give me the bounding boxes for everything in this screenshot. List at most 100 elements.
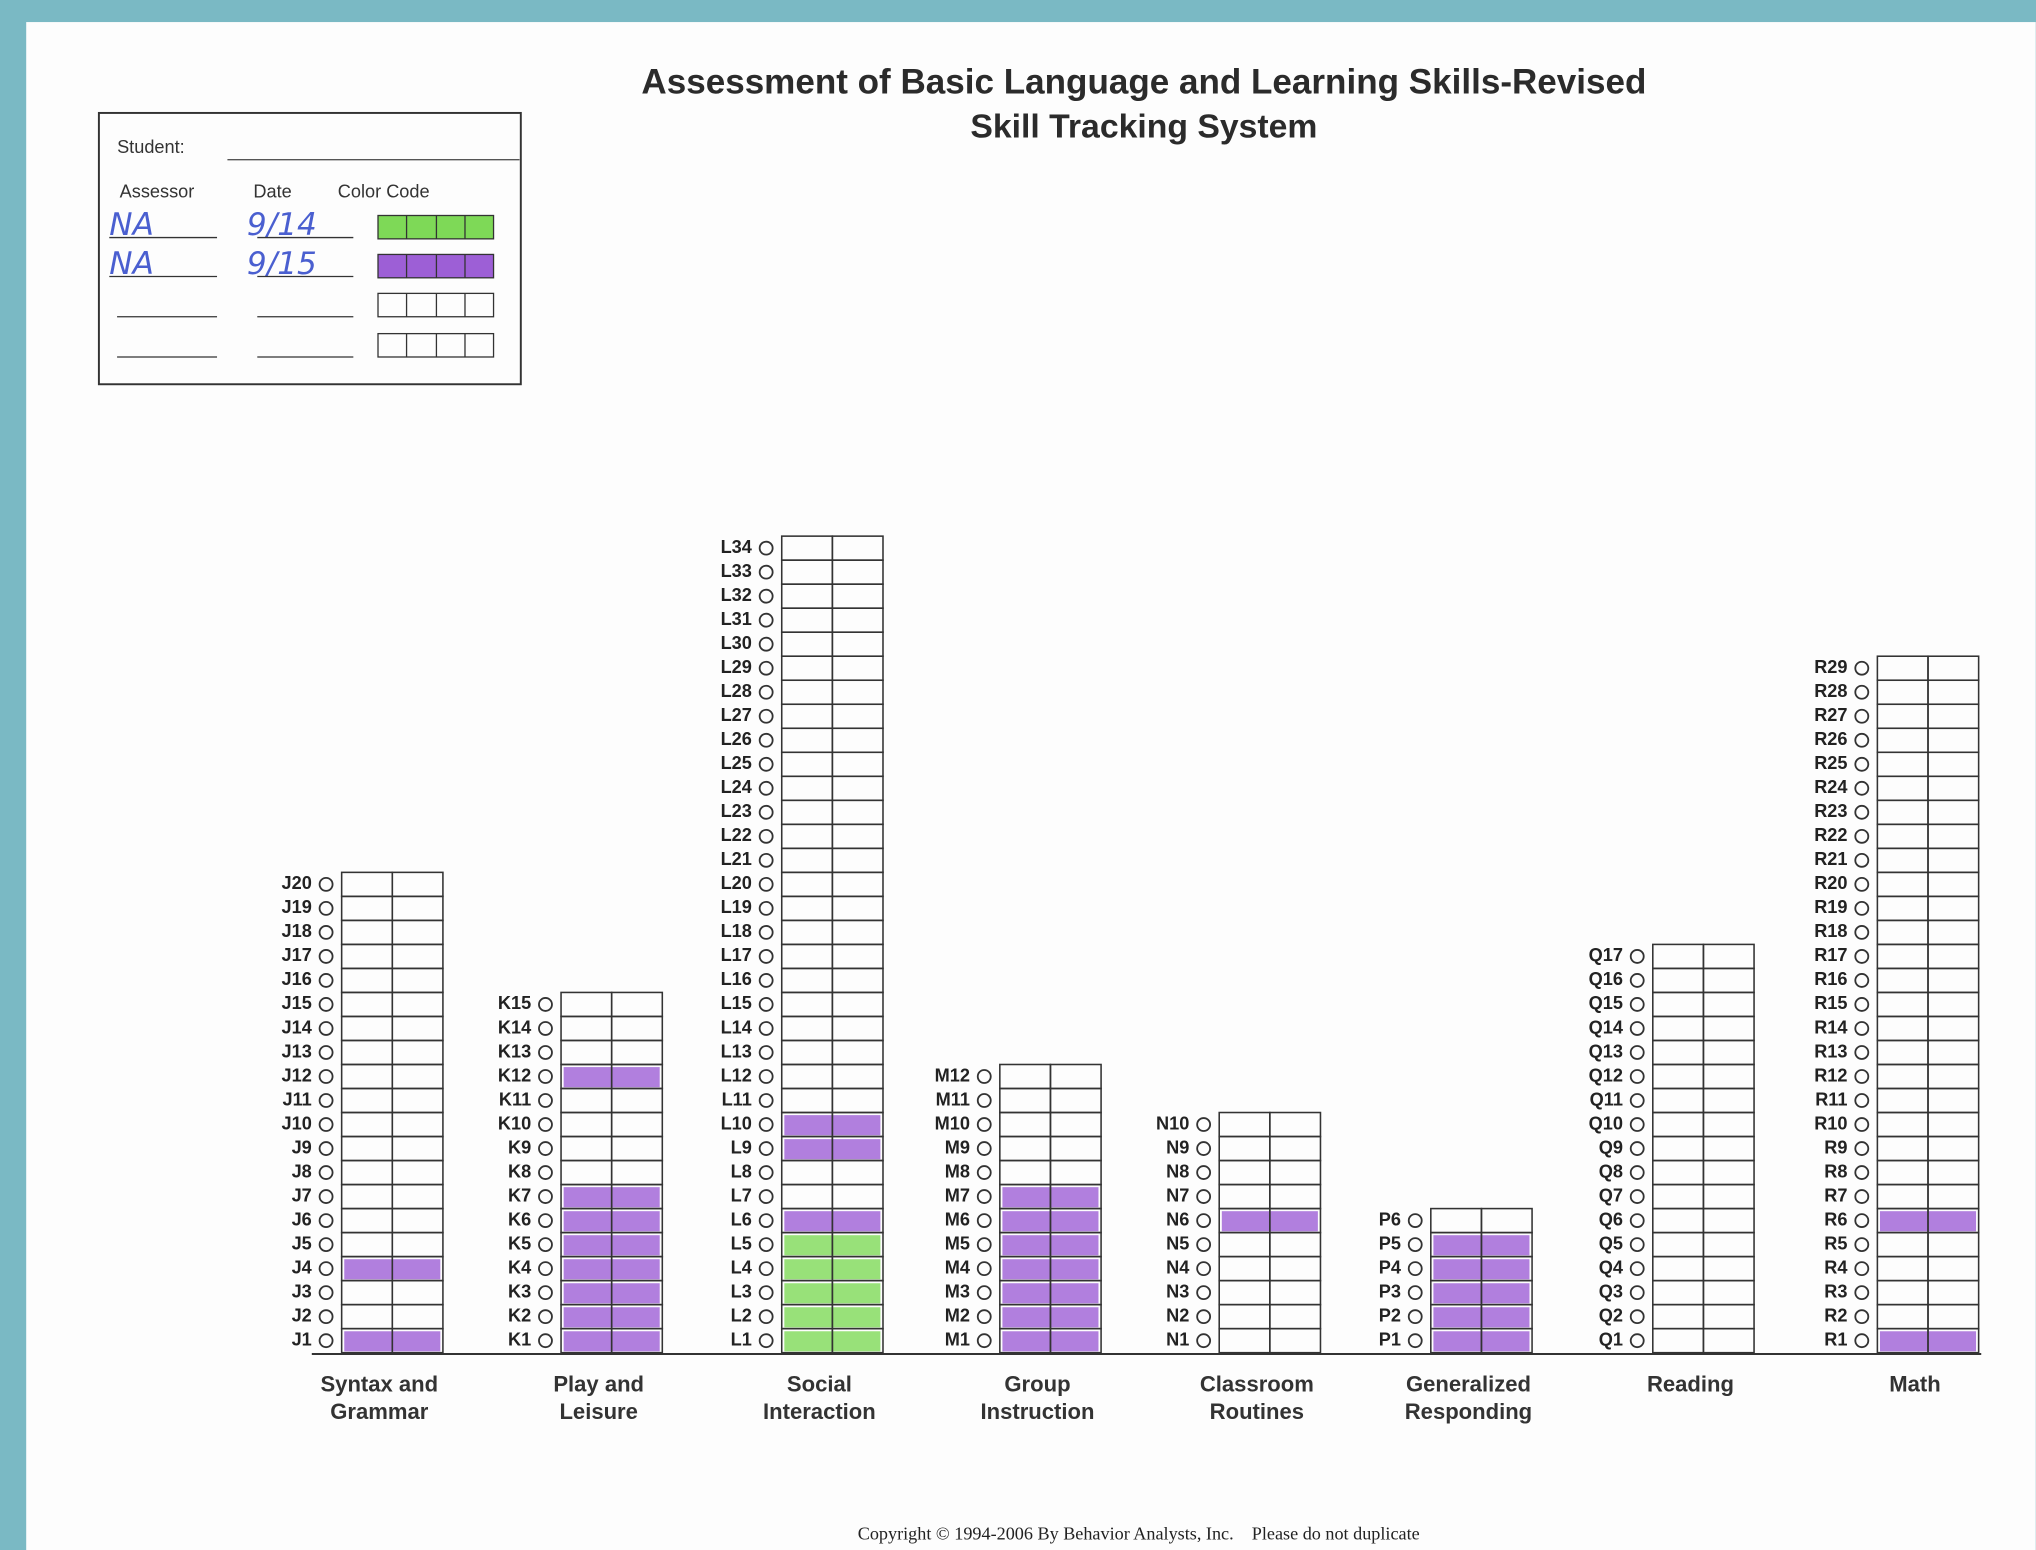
skill-circle [976,1117,992,1132]
skill-circle [1854,925,1870,940]
skill-circle [318,876,334,892]
skill-circle [758,876,774,892]
skill-label: J20 [282,873,312,893]
skill-circle [758,900,774,916]
skill-circle [1629,949,1645,964]
skill-circle [758,1213,774,1228]
skill-label: R19 [1814,897,1847,917]
skill-circle [758,1189,774,1204]
skill-label: M11 [936,1089,970,1109]
skill-label: R5 [1824,1233,1847,1253]
skill-circle [1854,1261,1870,1277]
skill-circle [538,1285,553,1301]
skill-label: R17 [1814,945,1847,965]
skill-label: Q17 [1589,945,1623,965]
skill-label: J19 [282,897,312,917]
skill-circle [1629,1309,1645,1325]
skill-label: L27 [721,705,752,725]
skill-circle [758,1069,774,1084]
skill-label: Q14 [1589,1017,1623,1037]
skill-circle [1854,1165,1870,1180]
column-title: Interaction [763,1399,876,1424]
skill-circle [976,1141,992,1156]
skill-label: R29 [1814,657,1847,677]
skill-label: K6 [508,1209,531,1229]
skill-label: J13 [282,1041,312,1061]
skill-circle [318,1189,334,1204]
skill-label: L19 [721,897,752,917]
skill-label: M1 [945,1329,970,1349]
skill-circle [1854,684,1870,700]
skill-cell [610,991,664,1018]
skill-circle [318,1165,334,1180]
skill-label: M5 [945,1233,970,1253]
skill-circle [318,949,334,964]
skill-label: N10 [1156,1113,1189,1133]
skill-circle [1854,1189,1870,1204]
skill-label: L25 [721,753,752,773]
skill-circle [1854,876,1870,892]
skill-circle [758,1021,774,1036]
skill-label: K3 [508,1281,531,1301]
column-title: Play and [553,1372,644,1397]
skill-label: R2 [1824,1305,1847,1325]
skill-circle [758,612,774,628]
skill-label: R11 [1815,1089,1847,1109]
skill-circle [758,852,774,868]
skill-label: R12 [1814,1065,1847,1085]
skill-circle [758,997,774,1012]
skill-circle [1196,1333,1212,1349]
skill-circle [758,1045,774,1060]
skill-label: L30 [721,633,752,653]
skill-cell [1480,1207,1533,1234]
skill-label: P1 [1379,1329,1401,1349]
legend-header: Date [253,181,291,201]
skill-label: R15 [1814,993,1847,1013]
skill-label: J18 [282,921,312,941]
skill-label: K2 [508,1305,531,1325]
skill-label: R22 [1814,825,1847,845]
skill-circle [1854,1309,1870,1325]
skill-circle [538,1093,553,1108]
skill-circle [1196,1237,1212,1253]
skill-label: K9 [508,1137,531,1157]
skill-circle [1854,1141,1870,1156]
skill-circle [538,1069,553,1084]
skill-circle [1196,1213,1212,1228]
skill-label: M2 [945,1305,970,1325]
skill-label: L16 [721,969,752,989]
skill-circle [1854,997,1870,1012]
skill-label: Q12 [1589,1065,1623,1085]
skill-circle [1629,1285,1645,1301]
legend-header: Color Code [338,181,430,201]
skill-label: P5 [1379,1233,1401,1253]
skill-circle [758,1165,774,1180]
skill-label: J6 [292,1209,312,1229]
skill-cell [1702,943,1755,970]
skill-circle [318,1045,334,1060]
skill-label: Q5 [1599,1233,1623,1253]
skill-circle [1196,1141,1212,1156]
skill-circle [976,1309,992,1325]
skill-label: N6 [1166,1209,1189,1229]
skill-circle [538,1213,553,1228]
skill-cell [1049,1063,1102,1090]
skill-circle [1407,1285,1423,1301]
skill-cell [831,535,884,561]
student-label: Student: [117,137,185,157]
skill-label: R26 [1814,729,1847,749]
skill-circle [1629,1141,1645,1156]
skill-circle [1629,1093,1645,1108]
skill-circle [318,1237,334,1253]
skill-circle [1196,1285,1212,1301]
skill-label: J3 [292,1281,312,1301]
skill-label: J17 [282,945,312,965]
skill-label: N3 [1166,1281,1189,1301]
column-title: Routines [1210,1399,1304,1424]
skill-circle [318,1093,334,1108]
skill-label: Q6 [1599,1209,1623,1229]
skill-label: R3 [1824,1281,1847,1301]
skill-label: L3 [731,1281,752,1301]
subtitle: Skill Tracking System [970,108,1317,146]
skill-circle [976,1333,992,1349]
